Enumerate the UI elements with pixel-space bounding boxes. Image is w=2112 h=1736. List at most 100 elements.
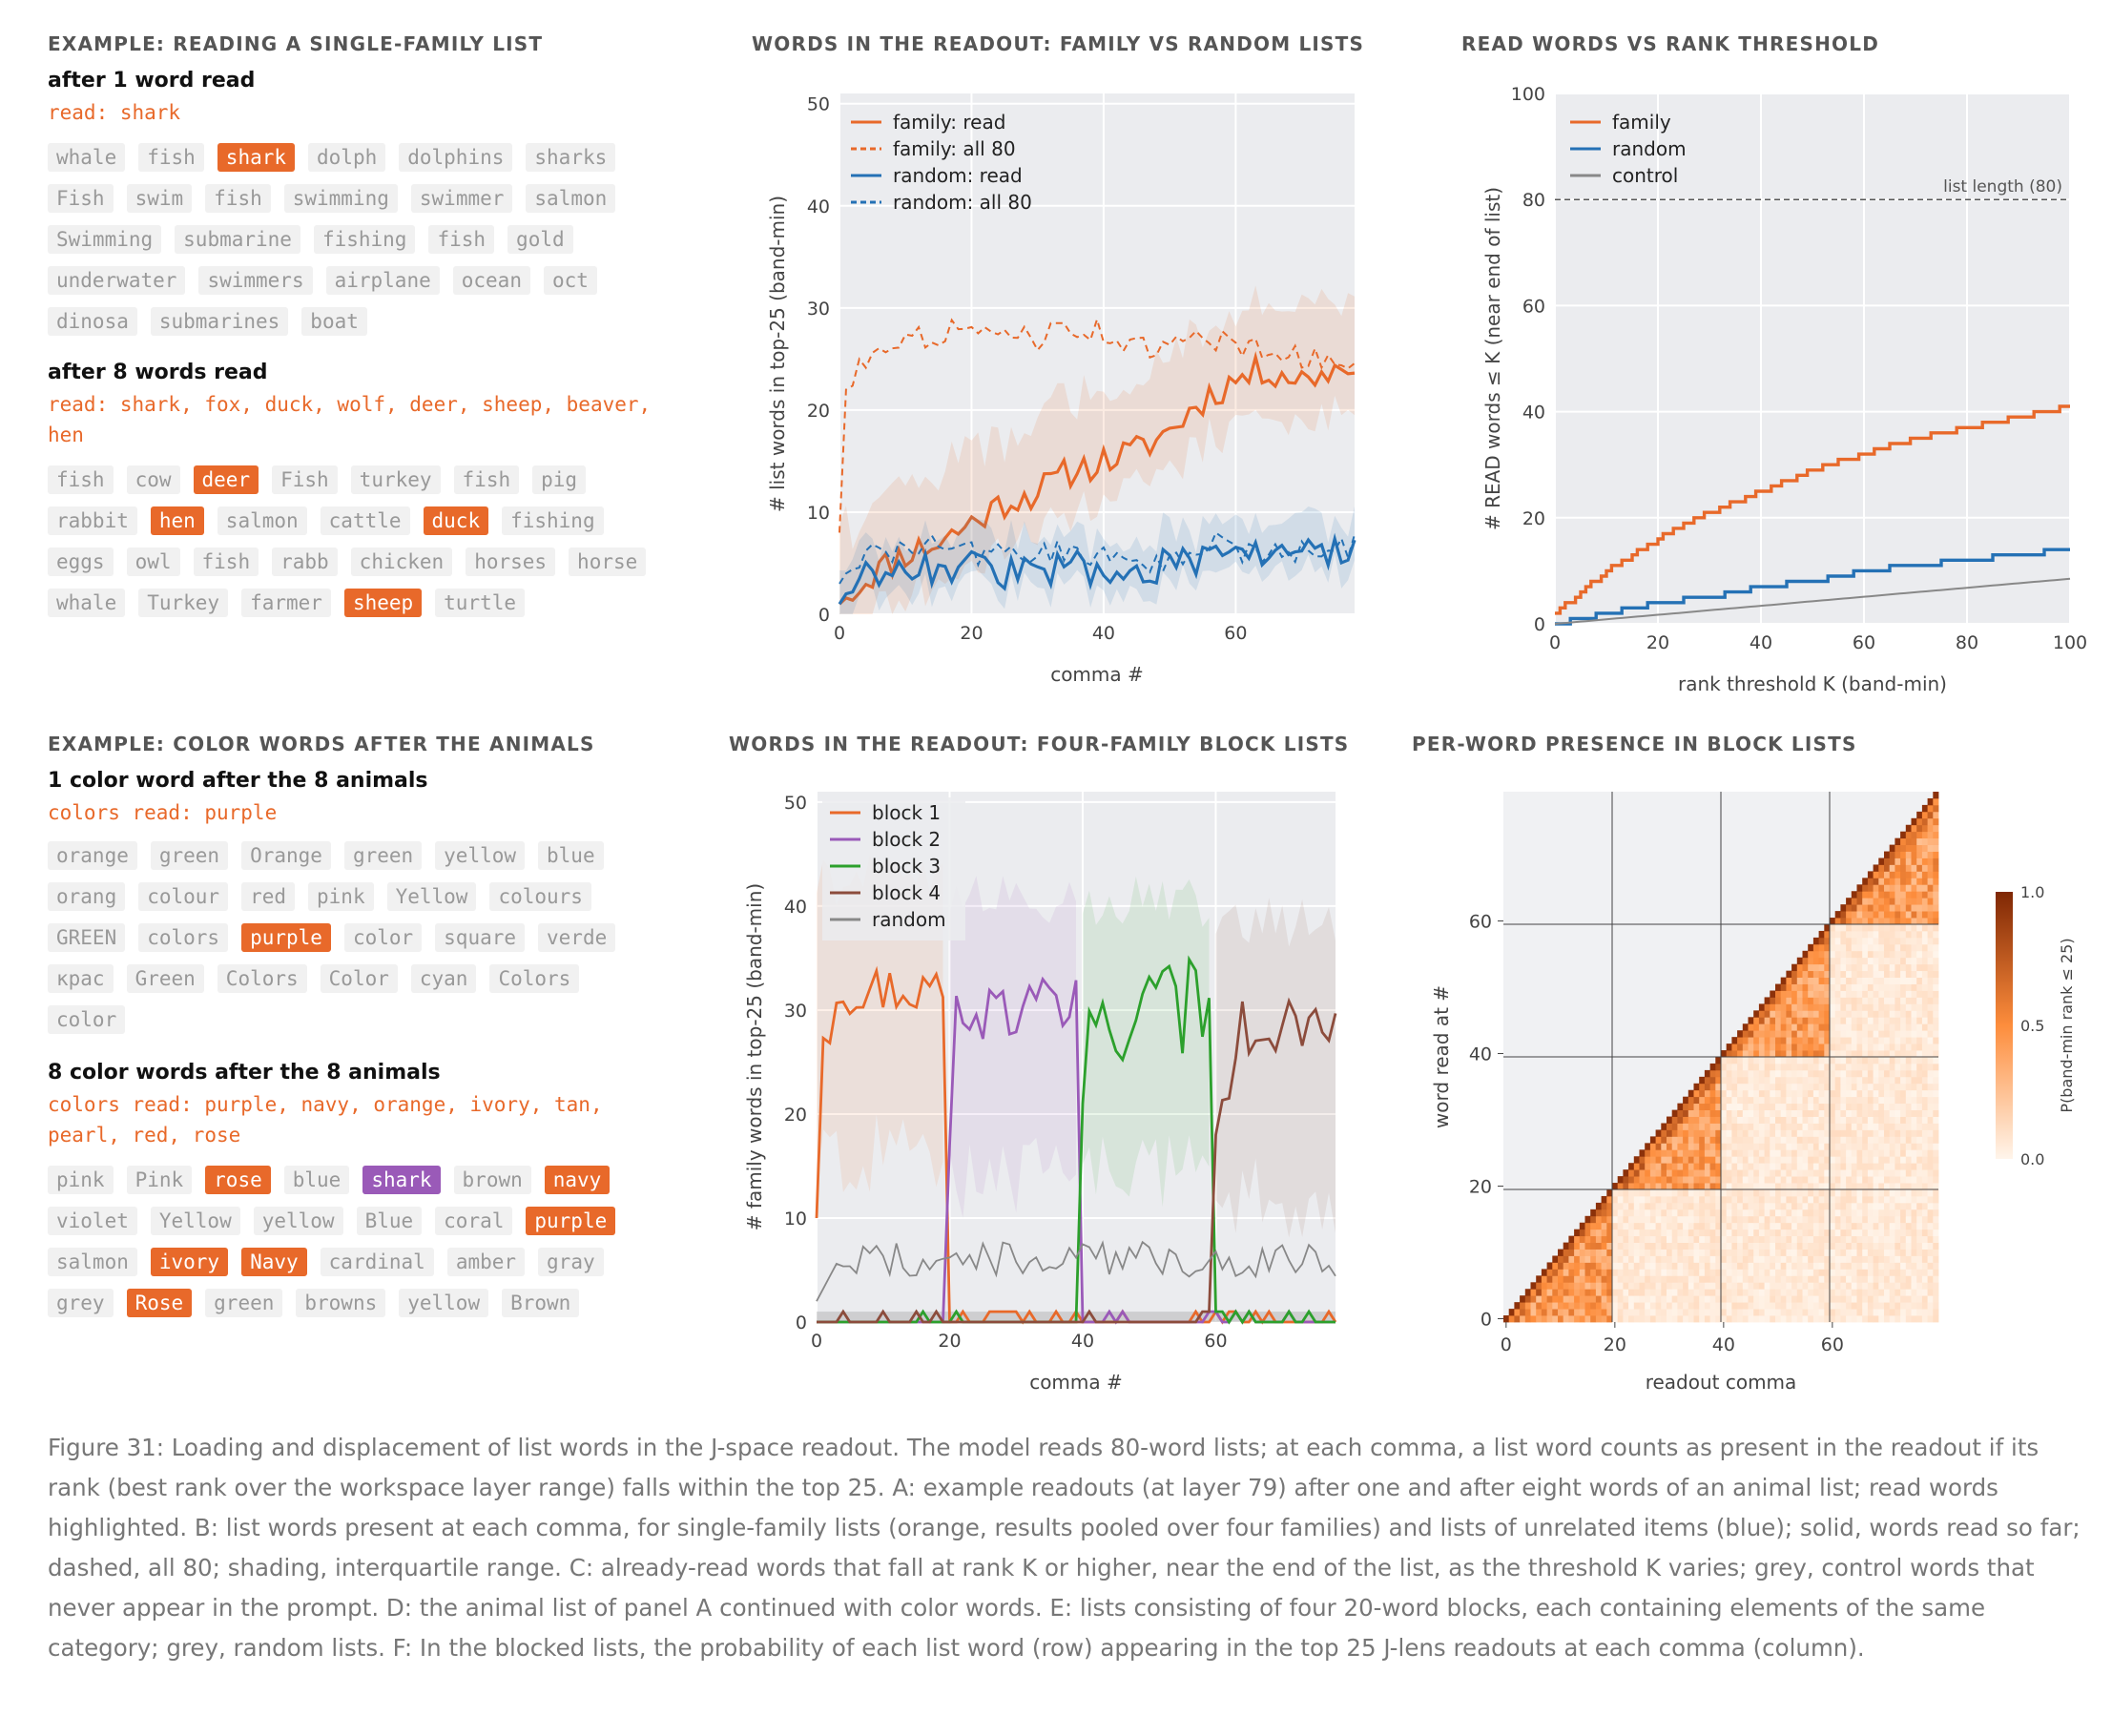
heatmap-cell [1645, 1189, 1651, 1197]
word-chip: purple [241, 923, 331, 952]
heatmap-cell [1905, 1003, 1912, 1011]
heatmap-cell [1895, 1295, 1901, 1303]
heatmap-cell [1916, 1076, 1923, 1085]
heatmap-cell [1840, 1249, 1847, 1256]
heatmap-cell [1812, 1116, 1819, 1124]
heatmap-cell [1574, 1235, 1581, 1243]
heatmap-cell [1889, 950, 1895, 959]
heatmap-cell [1628, 1269, 1635, 1276]
heatmap-cell [1709, 1295, 1716, 1303]
heatmap-cell [1895, 898, 1901, 905]
heatmap-cell [1770, 1057, 1776, 1064]
heatmap-cell [1933, 1069, 1939, 1078]
panel-d-chips-2: pink Pink rose blue shark brown navy violet Yell… [48, 1166, 677, 1317]
heatmap-cell [1617, 1249, 1624, 1256]
series-line [1555, 404, 2070, 615]
heatmap-cell [1830, 977, 1836, 984]
heatmap-cell [1851, 1163, 1857, 1170]
heatmap-cell [1873, 1222, 1879, 1230]
heatmap-cell [1878, 1202, 1885, 1210]
heatmap-cell [1867, 1096, 1874, 1105]
heatmap-cell [1796, 1255, 1803, 1263]
heatmap-cell [1574, 1315, 1581, 1323]
heatmap-cell [1753, 1063, 1760, 1071]
heatmap-cell [1812, 1269, 1819, 1276]
heatmap-cell [1889, 1255, 1895, 1263]
heatmap-cell [1905, 1255, 1912, 1263]
heatmap-cell [1791, 1030, 1798, 1038]
heatmap-cell [1617, 1269, 1624, 1276]
heatmap-cell [1704, 1136, 1710, 1144]
panel-a-chips-2: fish cow deer Fish turkey fish pig rabbit hen sal… [48, 465, 658, 617]
heatmap-cell [1846, 1010, 1853, 1018]
heatmap-cell [1818, 1242, 1825, 1250]
heatmap-cell [1775, 997, 1782, 1004]
heatmap-cell [1933, 898, 1939, 905]
heatmap-cell [1595, 1255, 1602, 1263]
y-tick-label: 40 [807, 196, 830, 217]
heatmap-cell [1780, 1176, 1787, 1184]
heatmap-cell [1840, 1089, 1847, 1098]
heatmap-cell [1667, 1149, 1673, 1157]
heatmap-cell [1612, 1222, 1619, 1230]
heatmap-cell [1601, 1202, 1607, 1210]
word-chip: yellow [253, 1207, 343, 1235]
heatmap-cell [1846, 1289, 1853, 1296]
heatmap-cell [1916, 1222, 1923, 1230]
heatmap-cell [1812, 1050, 1819, 1058]
heatmap-cell [1895, 1289, 1901, 1296]
heatmap-cell [1742, 1057, 1749, 1064]
heatmap-cell [1808, 1189, 1814, 1197]
heatmap-cell [1900, 1282, 1907, 1290]
heatmap-cell [1546, 1295, 1553, 1303]
heatmap-cell [1911, 1149, 1917, 1157]
heatmap-cell [1649, 1289, 1656, 1296]
heatmap-cell [1796, 1116, 1803, 1124]
heatmap-cell [1786, 1275, 1792, 1283]
heatmap-cell [1824, 937, 1831, 945]
heatmap-cell [1916, 1030, 1923, 1038]
heatmap-cell [1726, 1269, 1732, 1276]
heatmap-cell [1737, 1063, 1744, 1071]
heatmap-cell [1905, 1176, 1912, 1184]
heatmap-cell [1824, 1149, 1831, 1157]
heatmap-cell [1649, 1229, 1656, 1237]
heatmap-cell [1824, 930, 1831, 939]
heatmap-cell [1916, 1309, 1923, 1316]
heatmap-cell [1808, 1295, 1814, 1303]
heatmap-cell [1742, 1103, 1749, 1110]
heatmap-cell [1677, 1315, 1684, 1323]
heatmap-cell [1770, 1289, 1776, 1296]
heatmap-cell [1645, 1302, 1651, 1310]
heatmap-cell [1933, 1050, 1939, 1058]
heatmap-cell [1911, 851, 1917, 858]
heatmap-cell [1606, 1309, 1613, 1316]
heatmap-cell [1895, 1010, 1901, 1018]
heatmap-cell [1753, 1249, 1760, 1256]
heatmap-cell [1873, 1249, 1879, 1256]
heatmap-cell [1808, 1143, 1814, 1150]
heatmap-cell [1911, 1044, 1917, 1051]
heatmap-cell [1927, 1050, 1934, 1058]
heatmap-cell [1933, 1262, 1939, 1270]
heatmap-cell [1628, 1195, 1635, 1204]
heatmap-cell [1601, 1229, 1607, 1237]
heatmap-cell [1688, 1123, 1694, 1130]
heatmap-cell [1726, 1315, 1732, 1323]
heatmap-cell [1758, 1044, 1765, 1051]
heatmap-cell [1818, 1275, 1825, 1283]
heatmap-cell [1884, 1309, 1891, 1316]
heatmap-cell [1824, 1156, 1831, 1164]
heatmap-cell [1693, 1229, 1700, 1237]
heatmap-cell [1649, 1222, 1656, 1230]
heatmap-cell [1595, 1235, 1602, 1243]
heatmap-cell [1791, 1076, 1798, 1085]
heatmap-cell [1840, 1289, 1847, 1296]
heatmap-cell [1905, 1302, 1912, 1310]
heatmap-cell [1834, 1037, 1841, 1044]
heatmap-cell [1830, 1057, 1836, 1064]
heatmap-cell [1780, 1023, 1787, 1031]
word-chip: shark [217, 143, 296, 172]
heatmap-cell [1601, 1302, 1607, 1310]
heatmap-cell [1812, 1023, 1819, 1031]
